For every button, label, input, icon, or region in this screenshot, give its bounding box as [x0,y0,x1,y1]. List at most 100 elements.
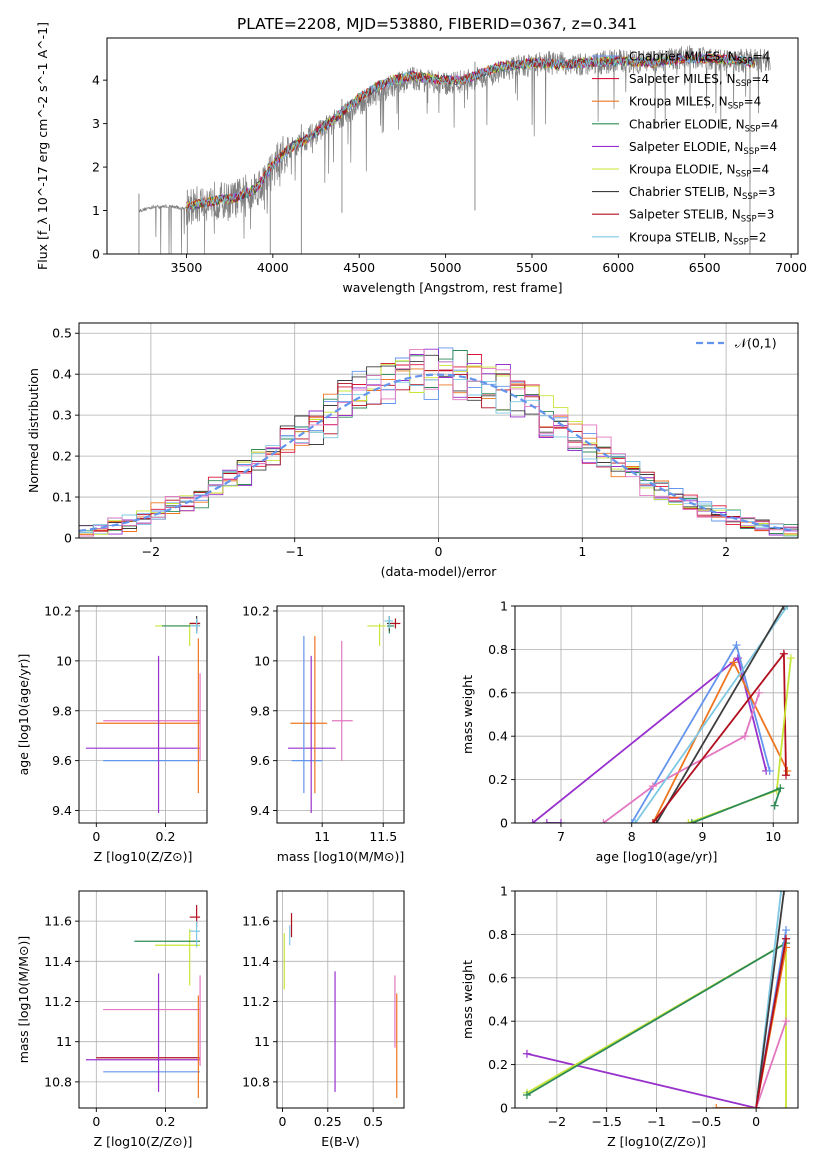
legend-entry: Kroupa MILES, NSSP=4 [629,95,761,112]
y-tick-label: 1 [500,599,508,614]
histogram-step-1 [79,347,798,537]
panel-residuals: −2 −1 0 1 2 0 0.1 0.2 0.3 0.4 0.5 (data-model)/erro… [26,322,799,579]
x-tick-label: 10 [765,829,781,844]
x-axis-label: Z [log10(Z/Z⊙)] [94,849,193,864]
legend-entry: Salpeter MILES, NSSP=4 [629,72,769,89]
y-tick-label: 0.8 [488,642,508,657]
y-axis-label: mass weight [460,960,475,1039]
mass-weight-marker [779,649,788,658]
mass-weight-line-6 [655,606,785,823]
x-tick-label: 2 [722,544,730,559]
legend-entry: Salpeter STELIB, NSSP=3 [629,208,774,225]
mass-weight-marker [755,688,764,697]
panel-mass-weight-vs-age: 7 8 9 10 0 0.2 0.4 0.6 0.8 1 age [log10(age/yr)] ma… [460,599,799,864]
mass-weight-marker [684,819,693,823]
y-tick-label: 11 [254,1034,270,1049]
x-tick-label: −1 [285,544,303,559]
x-tick-label: −0.5 [691,1114,721,1129]
mass-weight-marker [712,1104,721,1108]
y-tick-label: 0.5 [52,326,72,341]
x-axis-label: wavelength [Angstrom, rest frame] [342,280,562,295]
mass-weight-marker [752,1104,761,1108]
mass-weight-line-4 [602,692,760,823]
x-axis-label: Z [log10(Z/Z⊙)] [94,1134,193,1149]
y-tick-label: 0 [500,1101,508,1116]
y-tick-label: 0.6 [488,970,508,985]
panel-spectrum: 3500 4000 4500 5000 5500 6000 6500 7000 0 1 2 3 4 wav… [35,22,807,295]
panel-mass-vs-ebv: 0 0.25 0.5 10.8 11 11.2 11.4 11.6 E(B-V) [242,890,405,1149]
y-tick-label: 0.1 [52,490,72,505]
mass-weight-marker [599,819,608,823]
y-tick-label: 2 [92,160,100,175]
errorbar-point [384,615,394,629]
mass-weight-marker [779,606,788,610]
mass-weight-marker [648,819,657,823]
x-tick-label: 6000 [602,260,634,275]
mass-weight-marker [783,766,792,775]
y-tick-label: 0.2 [488,772,508,787]
mass-weight-marker [556,819,565,823]
x-tick-label: 5500 [516,260,548,275]
y-tick-label: 0.4 [488,729,508,744]
plot-area [287,615,401,814]
y-tick-label: 11.2 [242,994,270,1009]
legend-entry: Salpeter ELODIE, NSSP=4 [629,140,777,157]
x-tick-label: 4000 [257,260,289,275]
y-tick-label: 10 [56,653,72,668]
x-tick-label: 0.2 [156,829,176,844]
y-axis-label: age [log10(age/yr)] [16,654,31,776]
x-tick-label: 3500 [171,260,203,275]
mass-weight-marker [729,658,738,667]
y-tick-label: 10.2 [242,603,270,618]
axes-frame [106,37,799,255]
x-tick-label: 9 [699,829,707,844]
panel-mass-weight-vs-Z: −2 −1.5 −1 −0.5 0 0 0.2 0.4 0.6 0.8 1 Z [log10(Z/Z⊙… [460,884,799,1149]
x-tick-label: 0.5 [363,1114,383,1129]
y-tick-label: 0.8 [488,927,508,942]
mass-weight-line-4 [716,947,787,1108]
legend-entry: Chabrier MILES, NSSP=4 [629,50,770,67]
x-tick-label: 0.25 [314,1114,342,1129]
y-tick-label: 1 [92,203,100,218]
y-tick-label: 0.4 [52,367,72,382]
x-tick-label: 7 [557,829,565,844]
y-tick-label: 10.8 [44,1074,72,1089]
errorbar-point [155,929,201,986]
y-tick-label: 0.6 [488,685,508,700]
plot-area [138,45,771,254]
mass-weight-marker [627,819,636,823]
y-tick-label: 1 [500,884,508,899]
axes-frame [514,605,799,824]
x-axis-label: mass [log10(M/M⊙)] [277,849,405,864]
mass-weight-marker [652,819,661,823]
errorbar-point [390,618,401,629]
y-tick-label: 4 [92,73,100,88]
y-tick-label: 11.6 [44,914,72,929]
mass-weight-line-8 [755,1020,787,1108]
mass-weight-line-3 [526,942,787,1096]
axes-frame [276,890,405,1109]
y-tick-label: 9.8 [250,703,270,718]
gaussian-curve [79,373,796,532]
legend-entry: Chabrier STELIB, NSSP=3 [629,185,776,202]
plot-area [528,606,795,823]
mass-weight-marker [765,766,774,775]
y-tick-label: 0.4 [488,1014,508,1029]
errorbar-point [189,921,201,948]
x-tick-label: −2 [548,1114,566,1129]
y-tick-label: 10 [254,653,270,668]
y-tick-label: 0 [64,531,72,546]
mass-weight-marker [542,819,551,823]
y-tick-label: 11 [56,1034,72,1049]
x-tick-label: 11 [314,829,330,844]
y-tick-label: 11.4 [242,954,270,969]
mass-weight-marker [648,782,657,791]
y-tick-label: 11.2 [44,994,72,1009]
data-spectrum-line [138,45,771,254]
x-axis-label: Z [log10(Z/Z⊙)] [607,1134,706,1149]
mass-weight-marker [781,771,790,780]
y-tick-label: 0.3 [52,408,72,423]
y-tick-label: 9.8 [52,703,72,718]
axes-frame [514,890,799,1109]
y-tick-label: 9.6 [250,753,270,768]
